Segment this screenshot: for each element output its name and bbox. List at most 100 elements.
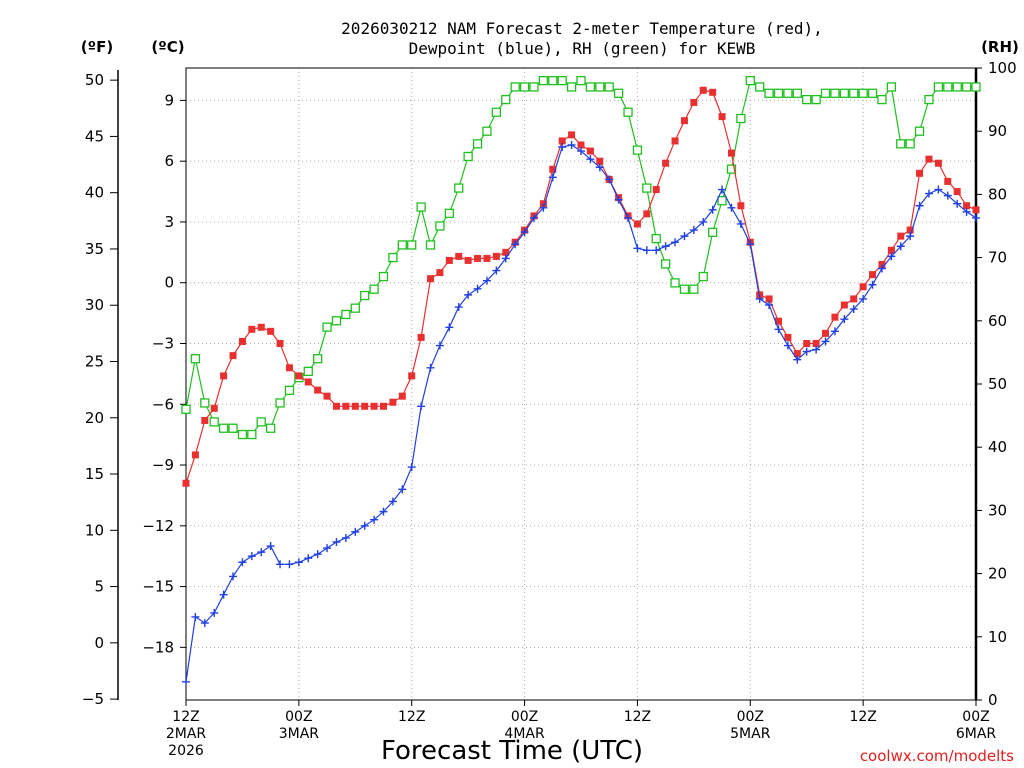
temperature-point (831, 313, 839, 321)
rh-point (256, 417, 266, 427)
chart-title-line2: Dewpoint (blue), RH (green) for KEWB (409, 39, 756, 58)
temperature-point (182, 479, 190, 487)
temperature-point (822, 329, 830, 337)
temperature-point (765, 295, 773, 303)
rh-point (322, 322, 332, 332)
dewpoint-point (953, 199, 962, 208)
rh-tick-label: 70 (988, 249, 1007, 267)
fahrenheit-tick-label: 0 (94, 634, 104, 652)
rh-point (548, 75, 558, 86)
fahrenheit-tick-label: −5 (82, 690, 104, 708)
celsius-unit-label: (ºC) (151, 38, 184, 56)
temperature-point (445, 256, 453, 264)
temperature-point (652, 186, 660, 194)
rh-point (877, 94, 887, 105)
dewpoint-point (323, 544, 332, 553)
dewpoint-point (934, 185, 943, 194)
dewpoint-point (924, 189, 933, 198)
celsius-tick-label: 3 (164, 213, 174, 231)
rh-point (209, 417, 219, 427)
dewpoint-point (276, 560, 285, 569)
temperature-point (351, 402, 359, 410)
rh-point (218, 423, 229, 433)
temperature-point (680, 117, 688, 125)
rh-point (557, 75, 567, 86)
dewpoint-point (718, 185, 727, 194)
dewpoint-point (464, 290, 473, 299)
dewpoint-point (539, 203, 548, 212)
temperature-point (934, 159, 942, 167)
temperature-point (869, 271, 877, 279)
rh-point (190, 354, 201, 364)
rh-point (425, 240, 436, 250)
dewpoint-point (191, 612, 200, 621)
dewpoint-point (962, 207, 971, 216)
temperature-point (850, 295, 858, 303)
fahrenheit-tick-label: 25 (85, 352, 104, 370)
dewpoint-point (473, 284, 482, 293)
temperature-point (859, 283, 867, 291)
dewpoint-point (624, 213, 633, 222)
temperature-point (887, 246, 895, 254)
dewpoint-point (830, 327, 839, 336)
dewpoint-point (501, 254, 510, 263)
rh-tick-label: 90 (988, 122, 1007, 140)
x-tick-label: 12Z (398, 709, 425, 725)
dewpoint-point (652, 246, 661, 255)
temperature-series (182, 86, 980, 487)
rh-point (538, 75, 549, 86)
dewpoint-point (943, 191, 952, 200)
rh-point (811, 94, 821, 105)
rh-point (839, 88, 849, 98)
temperature-point (840, 301, 848, 309)
rh-point (491, 107, 502, 117)
temperature-point (972, 206, 980, 214)
rh-point (519, 82, 530, 92)
rh-point (914, 126, 925, 136)
rh-point (463, 151, 473, 162)
gridlines (186, 68, 976, 700)
rh-tick-label: 30 (988, 501, 1007, 519)
dewpoint-point (379, 507, 388, 516)
rh-point (454, 183, 464, 193)
temperature-point (916, 169, 924, 177)
x-tick-label: 12Z (849, 709, 876, 725)
temperature-point (793, 350, 801, 358)
dewpoint-point (586, 155, 595, 164)
dewpoint-point (849, 305, 858, 314)
temperature-point (643, 210, 651, 218)
temperature-point (549, 165, 557, 173)
rh-point (604, 82, 614, 92)
rh-point (773, 88, 784, 98)
rh-point (200, 398, 210, 408)
temperature-point (944, 177, 952, 185)
dewpoint-point (887, 252, 896, 261)
rh-point (660, 259, 671, 269)
rh-point (670, 278, 680, 288)
x-tick-label: 5MAR (730, 726, 771, 742)
rh-point (961, 82, 972, 92)
temperature-point (483, 254, 491, 262)
temperature-point (474, 254, 482, 262)
dewpoint-point (417, 402, 426, 411)
temperature-point (502, 248, 510, 256)
temperature-point (210, 404, 218, 412)
x-tick-label: 00Z (511, 709, 538, 725)
rh-point (566, 82, 577, 92)
temperature-point (878, 260, 886, 268)
chart-title-line1: 2026030212 NAM Forecast 2-meter Temperat… (341, 19, 823, 38)
x-tick-label: 00Z (737, 709, 764, 725)
dewpoint-point (680, 232, 689, 241)
rh-point (943, 82, 953, 92)
dewpoint-point (520, 228, 529, 237)
rh-point (755, 82, 765, 92)
temperature-point (586, 147, 594, 155)
rh-point (510, 82, 520, 92)
dewpoint-point (313, 550, 322, 559)
rh-point (820, 88, 831, 98)
rh-point (726, 164, 737, 174)
temperature-point (812, 339, 820, 347)
rh-tick-label: 20 (988, 565, 1007, 583)
dewpoint-point (341, 533, 350, 542)
